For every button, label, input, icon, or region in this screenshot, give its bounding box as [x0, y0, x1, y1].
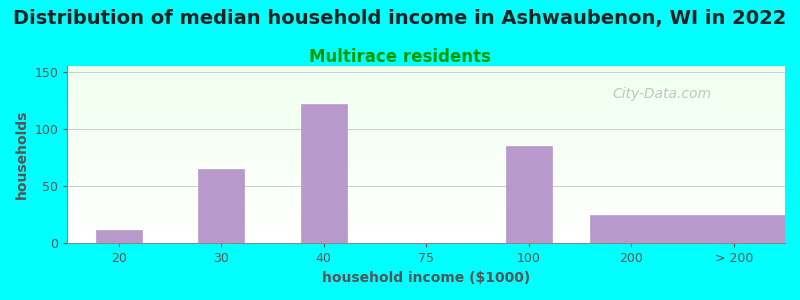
- Bar: [198, 169, 244, 243]
- Bar: [96, 230, 142, 243]
- Text: Distribution of median household income in Ashwaubenon, WI in 2022: Distribution of median household income …: [14, 9, 786, 28]
- Bar: [506, 146, 552, 243]
- Bar: [301, 104, 346, 243]
- X-axis label: household income ($1000): household income ($1000): [322, 271, 530, 285]
- Text: Multirace residents: Multirace residents: [309, 48, 491, 66]
- Bar: [590, 215, 800, 243]
- Y-axis label: households: households: [15, 110, 29, 200]
- Text: City-Data.com: City-Data.com: [613, 87, 712, 101]
